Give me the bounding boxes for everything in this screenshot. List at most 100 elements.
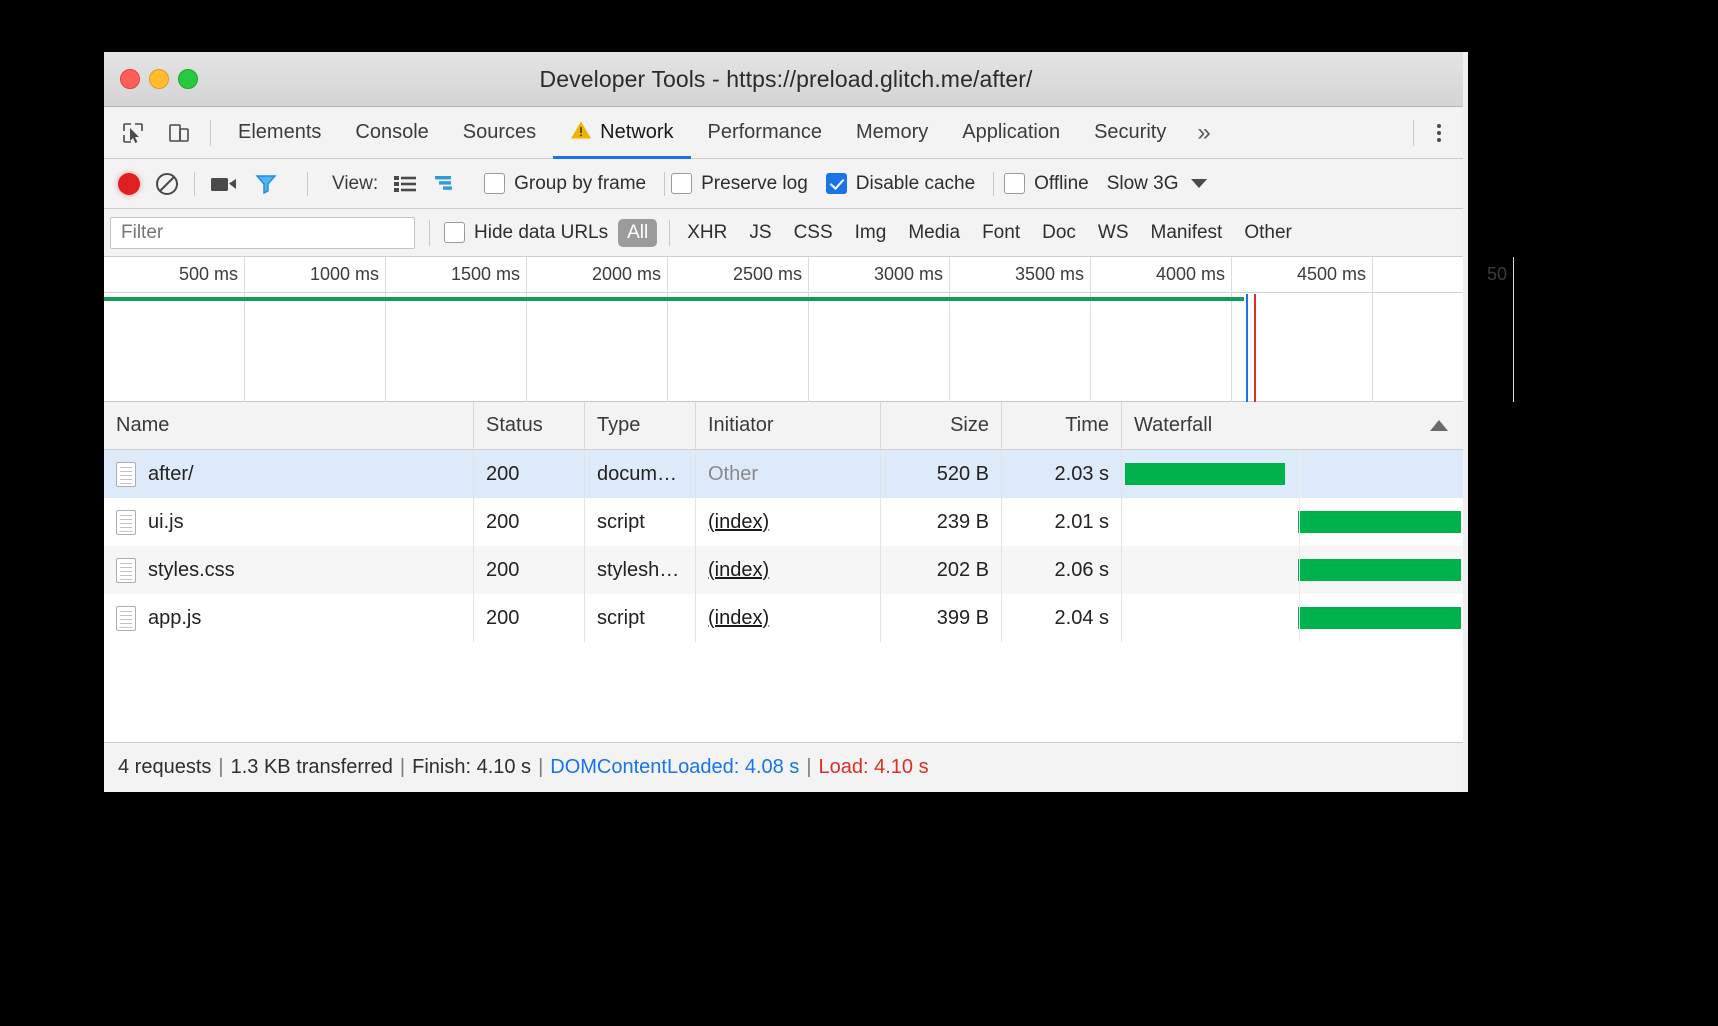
timeline-tick-label: 2000 ms [591,264,661,284]
tab-elements[interactable]: Elements [221,107,338,158]
timeline-tick: 50 [104,257,1514,402]
cell-time: 2.04 s [1002,594,1122,642]
preserve-log-checkbox[interactable]: Preserve log [671,173,808,195]
initiator-link[interactable]: (index) [708,606,770,629]
tab-application[interactable]: Application [945,107,1077,158]
cell-type: docum… [585,450,696,498]
timeline-tick-label: 3500 ms [1014,264,1084,284]
resource-type-manifest[interactable]: Manifest [1150,221,1223,243]
throttling-value[interactable]: Slow 3G [1106,172,1179,194]
request-name: styles.css [148,558,235,581]
tab-memory[interactable]: Memory [839,107,945,158]
tab-console[interactable]: Console [338,107,445,158]
resource-type-media[interactable]: Media [908,221,961,243]
timeline-tick: 2000 ms [104,257,668,402]
cell-status: 200 [474,546,585,594]
resource-type-font[interactable]: Font [982,221,1021,243]
minimize-window-button[interactable] [149,69,169,89]
cell-type: stylesh… [585,546,696,594]
resource-type-img[interactable]: Img [854,221,887,243]
close-window-button[interactable] [120,69,140,89]
column-header-waterfall[interactable]: Waterfall [1122,402,1468,449]
load-event-marker [1254,294,1256,402]
cell-initiator: (index) [696,546,881,594]
tab-label: Performance [707,121,823,143]
vertical-scrollbar[interactable] [1463,52,1468,792]
hide-data-urls-label: Hide data URLs [474,221,609,243]
waterfall-view-icon[interactable] [432,169,462,199]
request-name: ui.js [148,510,184,533]
tab-sources[interactable]: Sources [446,107,553,158]
timeline-tick-label: 1000 ms [309,264,379,284]
resource-type-js[interactable]: JS [749,221,772,243]
timeline-tick-label: 500 ms [178,264,238,284]
record-button-icon[interactable] [118,172,140,195]
column-header-status[interactable]: Status [474,402,585,449]
maximize-window-button[interactable] [178,69,198,89]
column-header-name[interactable]: Name [104,402,474,449]
resource-type-xhr[interactable]: XHR [687,221,728,243]
group-by-frame-checkbox[interactable]: Group by frame [484,173,646,195]
timeline-tick: 4000 ms [104,257,1232,402]
toolbar-divider [1413,119,1414,146]
timeline-tick: 1000 ms [104,257,386,402]
table-row[interactable]: after/ 200 docum… Other 520 B 2.03 s [104,450,1468,498]
offline-checkbox[interactable]: Offline [1004,173,1089,195]
waterfall-gridline [1299,498,1300,546]
table-body: after/ 200 docum… Other 520 B 2.03 s ui.… [104,450,1468,742]
group-by-frame-label: Group by frame [514,172,647,194]
disable-cache-checkbox[interactable]: Disable cache [825,172,976,195]
clear-icon[interactable] [154,171,180,197]
cell-size: 399 B [881,594,1002,642]
inspect-cursor-icon[interactable] [116,116,150,150]
resource-type-doc[interactable]: Doc [1042,221,1076,243]
toolbar-divider [429,219,430,246]
status-bar: 4 requests | 1.3 KB transferred | Finish… [104,742,1468,792]
resource-type-ws[interactable]: WS [1097,221,1129,243]
more-tabs-chevron-icon[interactable]: » [1197,118,1211,146]
list-view-icon[interactable] [390,169,420,199]
timeline-tick: 3500 ms [104,257,1091,402]
disable-cache-label: Disable cache [855,172,976,194]
document-file-icon [116,509,136,535]
chevron-down-icon[interactable] [1190,179,1207,188]
tab-label: Application [962,121,1061,143]
initiator-link[interactable]: (index) [708,510,770,533]
resource-type-other[interactable]: Other [1244,221,1292,243]
column-header-time[interactable]: Time [1002,402,1122,449]
funnel-icon[interactable] [251,169,281,199]
tab-network[interactable]: Network [553,107,691,159]
table-header-row: Name Status Type Initiator Size Time Wat… [104,402,1468,450]
dom-content-loaded-marker [1246,294,1248,402]
cell-name: styles.css [104,546,474,594]
request-count: 4 requests [118,756,212,778]
hide-data-urls-checkbox[interactable]: Hide data URLs [444,222,608,244]
device-toolbar-icon[interactable] [162,116,196,150]
waterfall-gridline [1299,546,1300,594]
initiator-link[interactable]: (index) [708,558,770,581]
sort-ascending-arrow-icon[interactable] [1430,420,1448,431]
column-header-type[interactable]: Type [585,402,696,449]
filter-bar: Hide data URLs All XHR JS CSS Img Media … [104,209,1468,257]
resource-type-css[interactable]: CSS [793,221,833,243]
table-row[interactable]: ui.js 200 script (index) 239 B 2.01 s [104,498,1468,546]
timeline-tick-label: 1500 ms [450,264,520,284]
resource-type-all[interactable]: All [618,218,658,247]
status-separator: | [806,756,812,778]
network-overview[interactable]: 500 ms 1000 ms 1500 ms 2000 ms 2500 ms 3000 m… [104,257,1514,402]
timeline-tick-label: 50 [1486,264,1507,284]
tab-performance[interactable]: Performance [691,107,840,158]
table-row[interactable]: app.js 200 script (index) 399 B 2.04 s [104,594,1468,642]
cell-size: 520 B [881,450,1002,498]
kebab-menu-icon[interactable] [1422,116,1456,150]
table-row[interactable]: styles.css 200 stylesh… (index) 202 B 2.… [104,546,1468,594]
cell-time: 2.06 s [1002,546,1122,594]
tab-security[interactable]: Security [1077,107,1183,158]
filter-input[interactable] [110,216,415,249]
camera-icon[interactable] [209,169,239,199]
finish-time: Finish: 4.10 s [412,756,532,778]
cell-initiator: Other [696,450,881,498]
column-header-size[interactable]: Size [881,402,1002,449]
cell-name: app.js [104,594,474,642]
column-header-initiator[interactable]: Initiator [696,402,881,449]
